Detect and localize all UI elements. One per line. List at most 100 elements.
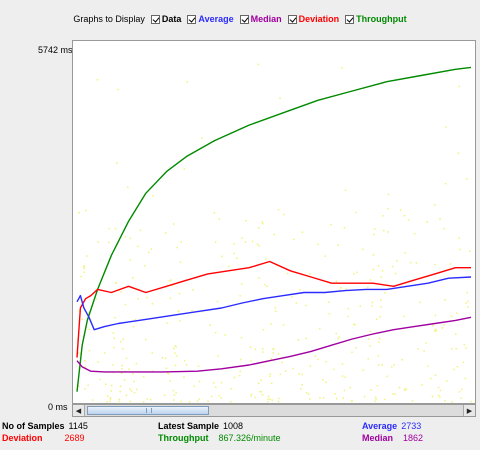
deviation-value: 2689 (64, 433, 85, 443)
data-point (175, 355, 178, 357)
data-point (350, 400, 353, 402)
average-checkbox[interactable] (187, 14, 197, 24)
data-point (110, 390, 112, 392)
data-point (381, 270, 384, 272)
data-point (319, 327, 321, 330)
data-point (404, 252, 406, 254)
data-point (198, 380, 201, 383)
data-point (439, 389, 442, 392)
data-point (250, 395, 252, 397)
data-point (299, 288, 301, 291)
data-point (143, 376, 145, 378)
data-point (207, 400, 209, 402)
series-line-throughput (76, 66, 472, 392)
data-point (379, 337, 381, 340)
data-point (114, 228, 117, 230)
data-point (373, 233, 375, 236)
data-point (109, 400, 111, 403)
data-point (183, 376, 185, 378)
data-point (371, 305, 373, 307)
data-point (462, 361, 465, 364)
data-point (384, 292, 386, 294)
legend-item-data[interactable]: Data (150, 14, 181, 24)
data-point (135, 388, 138, 391)
data-point (419, 301, 421, 304)
throughput-checkbox[interactable] (345, 14, 355, 24)
average-value: 2733 (401, 421, 422, 431)
data-point (465, 302, 467, 304)
data-point (88, 350, 91, 352)
data-point (380, 276, 382, 278)
data-point (125, 394, 128, 397)
deviation-stat-label: Deviation (2, 433, 43, 443)
scroll-right-arrow-icon[interactable]: ▶ (463, 405, 475, 416)
data-point (469, 250, 471, 252)
data-point (132, 277, 134, 279)
y-axis-max-label: 5742 ms (38, 45, 73, 55)
data-point (209, 324, 211, 326)
data-point (386, 375, 389, 378)
data-point (254, 396, 256, 399)
data-point (217, 355, 219, 357)
deviation-checkbox[interactable] (287, 14, 297, 24)
data-point (80, 275, 82, 278)
stat-deviation: Deviation 2689 (2, 433, 85, 443)
data-point (106, 401, 108, 403)
data-point (415, 262, 418, 264)
data-point (283, 213, 285, 216)
data-point (83, 265, 85, 267)
data-point (328, 313, 331, 315)
data-point (286, 272, 289, 275)
legend-item-median[interactable]: Median (239, 14, 282, 24)
data-checkbox[interactable] (150, 14, 160, 24)
data-point (198, 398, 200, 400)
data-point (279, 97, 281, 100)
data-point (151, 303, 154, 305)
data-point (434, 328, 437, 331)
data-point (466, 178, 468, 180)
data-point (305, 304, 307, 307)
data-point (84, 388, 86, 390)
data-point (108, 227, 110, 230)
legend-item-deviation[interactable]: Deviation (287, 14, 339, 24)
data-point (180, 241, 182, 243)
data-point (112, 332, 115, 334)
data-point (325, 361, 327, 363)
data-point (173, 394, 176, 396)
data-point (277, 353, 280, 355)
data-point (314, 355, 317, 357)
data-point (230, 400, 232, 403)
legend-item-throughput[interactable]: Throughput (345, 14, 407, 24)
data-point (128, 368, 130, 370)
horizontal-scrollbar[interactable]: ◀ ▶ (72, 404, 476, 417)
scroll-left-arrow-icon[interactable]: ◀ (73, 405, 85, 416)
data-point (446, 380, 448, 382)
legend-item-average[interactable]: Average (187, 14, 234, 24)
data-point (173, 399, 175, 401)
data-point (123, 379, 126, 381)
data-point (347, 315, 349, 318)
data-point (393, 364, 395, 366)
data-point (250, 359, 252, 362)
data-point (351, 351, 353, 353)
data-point (129, 237, 132, 240)
data-point (322, 397, 325, 399)
data-point (214, 241, 217, 243)
data-point (421, 384, 423, 386)
data-point (110, 384, 113, 387)
data-point (401, 359, 403, 361)
data-point (124, 303, 127, 306)
scrollbar-thumb[interactable] (87, 406, 209, 415)
data-point (261, 348, 264, 350)
data-point (355, 211, 357, 214)
data-point (307, 393, 310, 395)
data-point (78, 211, 80, 214)
data-point (271, 399, 274, 401)
data-point (174, 352, 176, 354)
data-point (178, 292, 181, 295)
median-checkbox[interactable] (239, 14, 249, 24)
data-point (152, 195, 154, 197)
data-point (151, 370, 154, 372)
data-point (370, 389, 372, 391)
data-point (343, 226, 346, 229)
